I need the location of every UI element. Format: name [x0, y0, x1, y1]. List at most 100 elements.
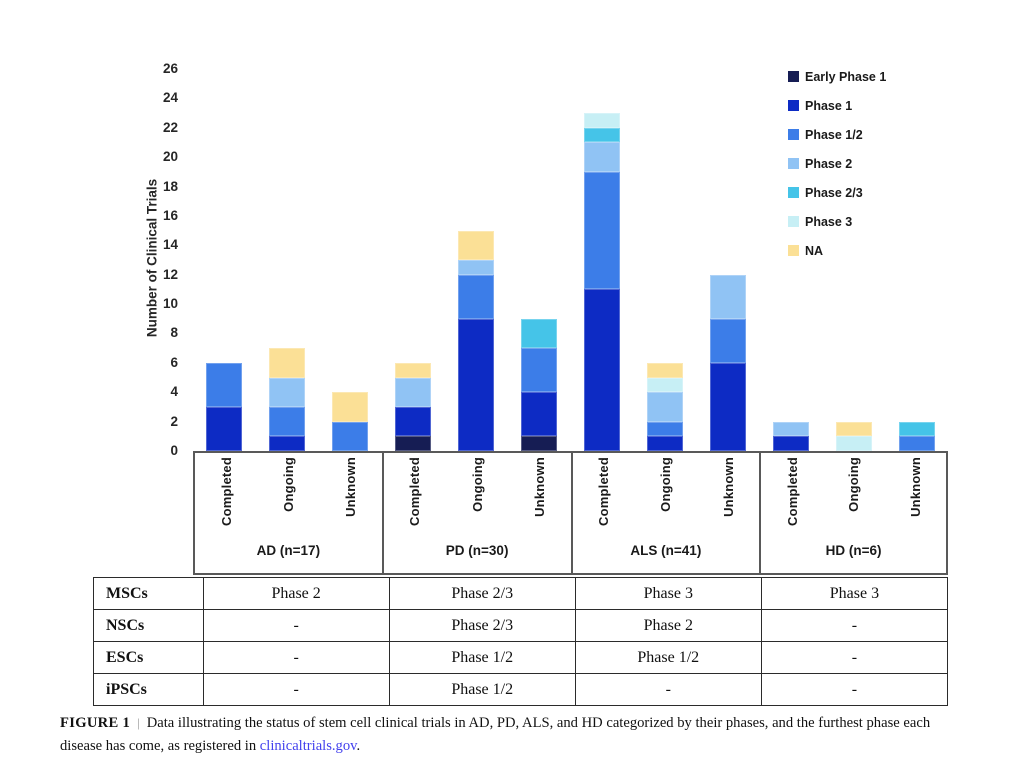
status-label-ongoing: Ongoing	[658, 457, 674, 512]
bar-segment-early-phase-1	[395, 436, 432, 451]
stacked-bar-hd-completed	[772, 421, 809, 451]
legend-item: Phase 1/2	[788, 120, 920, 149]
stacked-bar-hd-ongoing	[835, 421, 872, 451]
legend-item: Phase 1	[788, 91, 920, 120]
phase-cell: Phase 1/2	[388, 673, 576, 706]
bar-segment-phase-1-2	[269, 406, 306, 437]
bar-segment-phase-1-2	[521, 348, 558, 393]
legend-label: NA	[805, 243, 824, 258]
bar-segment-phase-2	[395, 377, 432, 407]
chart-legend: Early Phase 1 Phase 1 Phase 1/2 Phase 2 Phas…	[788, 62, 920, 265]
bar-group-pd	[382, 69, 571, 451]
bar-segment-phase-1-2	[458, 274, 495, 319]
legend-label: Phase 2	[805, 156, 853, 171]
legend-item: NA	[788, 236, 920, 265]
status-cell: Completed	[195, 451, 257, 543]
phase-cell: Phase 1/2	[574, 641, 762, 674]
legend-swatch-icon	[788, 245, 799, 256]
y-tick-label: 8	[170, 325, 178, 341]
bar-group-hd	[759, 69, 948, 451]
bar-slot	[759, 69, 822, 451]
row-header-mscs: MSCs	[93, 577, 204, 610]
bar-segment-na	[458, 230, 495, 261]
row-header-ipscs: iPSCs	[93, 673, 204, 706]
status-cell: Ongoing	[635, 451, 697, 543]
phase-cell: Phase 1/2	[388, 641, 576, 674]
legend-swatch-icon	[788, 158, 799, 169]
legend-item: Phase 2/3	[788, 178, 920, 207]
y-tick-label: 20	[162, 149, 178, 165]
bar-segment-phase-2-3	[521, 318, 558, 349]
status-cell: Completed	[761, 451, 823, 543]
bar-segment-phase-1	[646, 436, 683, 451]
bar-slot	[633, 69, 696, 451]
status-label-row: Completed Ongoing Unknown	[384, 451, 571, 543]
bar-segment-phase-3	[835, 436, 872, 451]
status-label-completed: Completed	[784, 457, 800, 526]
stacked-bar-ad-unknown	[332, 392, 369, 451]
x-axis-label-area: Completed Ongoing Unknown AD (n=17) Complete…	[193, 451, 948, 575]
status-label-completed: Completed	[596, 457, 612, 526]
group-title: ALS (n=41)	[630, 543, 702, 558]
table-row: MSCs Phase 2 Phase 2/3 Phase 3 Phase 3	[93, 577, 949, 610]
bar-segment-phase-2	[458, 260, 495, 275]
bar-segment-phase-1	[772, 436, 809, 451]
plot-area: Early Phase 1 Phase 1 Phase 1/2 Phase 2 Phas…	[193, 69, 948, 453]
status-cell: Ongoing	[446, 451, 508, 543]
y-tick-label: 24	[162, 90, 178, 106]
legend-item: Phase 3	[788, 207, 920, 236]
stacked-bar-ad-ongoing	[269, 348, 306, 451]
y-tick-label: 10	[162, 296, 178, 312]
caption-separator: |	[137, 715, 140, 730]
bar-slot	[445, 69, 508, 451]
status-label-row: Completed Ongoing Unknown	[573, 451, 760, 543]
bar-segment-na	[835, 421, 872, 437]
status-cell: Ongoing	[823, 451, 885, 543]
bar-slot	[571, 69, 634, 451]
furthest-phase-table: MSCs Phase 2 Phase 2/3 Phase 3 Phase 3 NSCs - P…	[93, 577, 949, 706]
stacked-bar-pd-ongoing	[458, 230, 495, 451]
bar-segment-phase-1-2	[898, 436, 935, 451]
y-tick-label: 18	[162, 178, 178, 194]
status-label-row: Completed Ongoing Unknown	[761, 451, 946, 543]
status-cell: Completed	[573, 451, 635, 543]
table-row: iPSCs - Phase 1/2- -	[93, 673, 949, 706]
bar-segment-na	[646, 362, 683, 378]
y-tick-label: 0	[170, 443, 178, 458]
phase-cell: Phase 2	[202, 577, 390, 610]
y-tick-label: 12	[162, 266, 178, 282]
bar-segment-phase-1	[206, 406, 243, 451]
phase-cell: Phase 2	[574, 609, 762, 642]
group-box-pd: Completed Ongoing Unknown PD (n=30)	[381, 451, 571, 573]
clinicaltrials-link[interactable]: clinicaltrials.gov	[259, 738, 357, 755]
figure-caption: FIGURE 1 | Data illustrating the status of…	[60, 712, 966, 759]
phase-cell: -	[574, 673, 762, 706]
bar-segment-phase-2	[646, 392, 683, 422]
legend-swatch-icon	[788, 100, 799, 111]
bar-slot	[822, 69, 885, 451]
group-box-ad: Completed Ongoing Unknown AD (n=17)	[193, 451, 382, 573]
status-label-ongoing: Ongoing	[846, 457, 862, 512]
bar-segment-phase-1	[583, 289, 620, 451]
bar-group-ad	[193, 69, 382, 451]
legend-label: Phase 1	[805, 98, 853, 113]
bar-segment-phase-1-2	[583, 171, 620, 290]
group-title: AD (n=17)	[256, 543, 321, 558]
y-tick-label: 26	[162, 61, 178, 76]
y-tick-label: 16	[162, 207, 178, 223]
status-label-completed: Completed	[407, 457, 423, 526]
status-label-ongoing: Ongoing	[280, 457, 296, 512]
status-label-unknown: Unknown	[343, 457, 359, 517]
bar-segment-phase-1-2	[709, 318, 746, 363]
row-header-escs: ESCs	[93, 641, 204, 674]
phase-cell: -	[202, 673, 390, 706]
row-header-nscs: NSCs	[93, 609, 204, 642]
phase-cell: -	[760, 673, 949, 706]
bar-segment-phase-1	[395, 406, 432, 437]
bar-slot	[885, 69, 948, 451]
table-body: MSCs Phase 2 Phase 2/3 Phase 3 Phase 3 NSCs - P…	[93, 577, 949, 706]
legend-swatch-icon	[788, 71, 799, 82]
y-tick-label: 22	[162, 119, 178, 135]
legend-item: Phase 2	[788, 149, 920, 178]
